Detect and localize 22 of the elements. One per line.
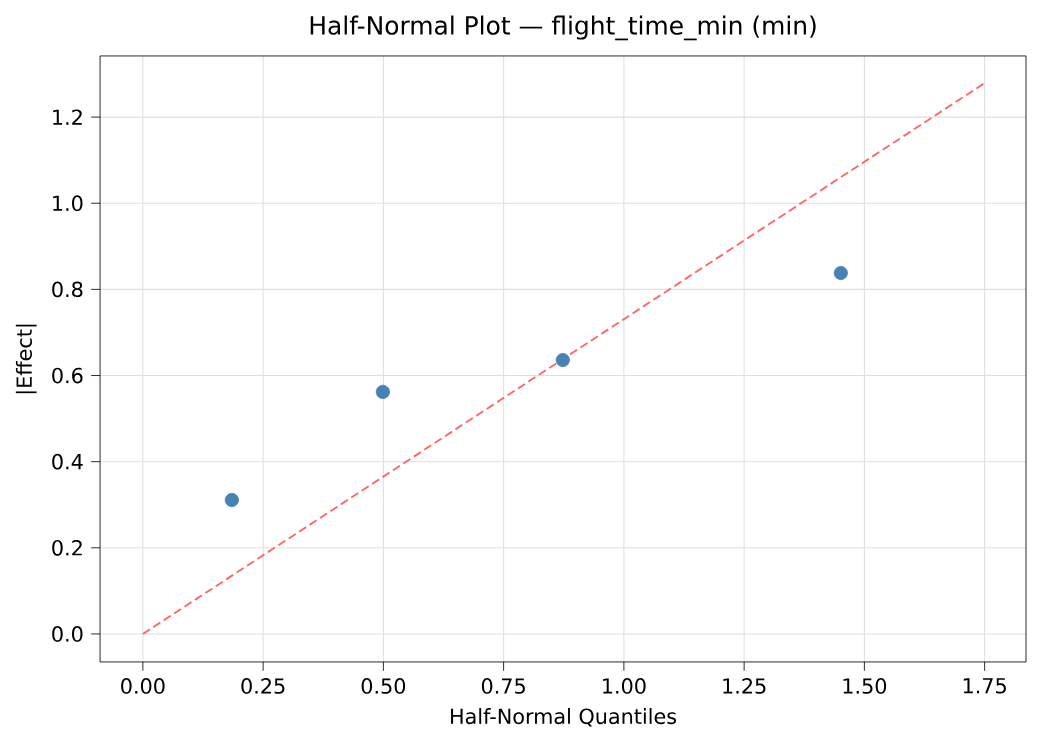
- x-tick-label: 0.50: [361, 678, 406, 694]
- y-tick-label: 1.2: [53, 109, 82, 125]
- x-tick-label: 0.75: [481, 678, 525, 694]
- x-tick-label: 1.00: [603, 678, 646, 694]
- y-tick-label: 1.0: [53, 195, 83, 212]
- y-axis-title: |Effect|: [15, 324, 37, 394]
- chart-title: Half-Normal Plot — flight_time_min (min): [310, 15, 816, 41]
- x-axis-title: Half-Normal Quantiles: [451, 708, 677, 727]
- y-tick-label: 0.0: [52, 626, 83, 642]
- y-tick-label: 0.2: [52, 539, 82, 556]
- y-tick-label: 0.6: [52, 367, 83, 384]
- x-tick-label: 0.00: [121, 678, 165, 694]
- point: [224, 492, 239, 508]
- point: [555, 352, 570, 368]
- y-tick-label: 0.8: [52, 281, 83, 298]
- x-tick-label: 0.25: [241, 678, 285, 694]
- point: [375, 384, 390, 399]
- x-tick-label: 1.25: [723, 678, 766, 694]
- x-tick-label: 1.50: [843, 678, 887, 694]
- x-tick-label: 1.75: [963, 678, 1006, 694]
- y-tick-label: 0.4: [52, 453, 83, 470]
- point: [833, 265, 848, 281]
